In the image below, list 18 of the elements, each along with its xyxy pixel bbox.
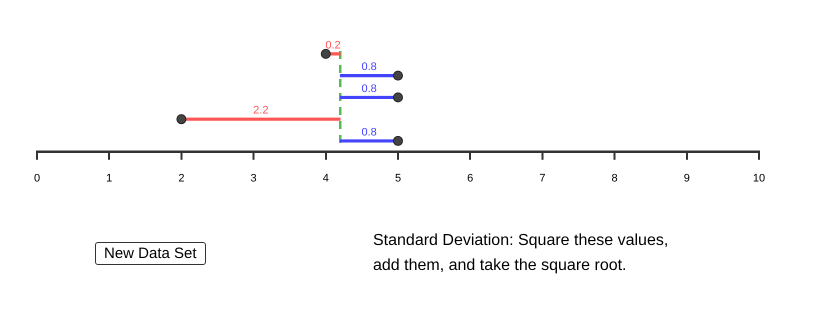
x-tick-label: 6: [467, 172, 474, 184]
data-label: 0.8: [361, 126, 377, 138]
x-tick-label: 0: [34, 172, 40, 184]
x-tick-label: 8: [612, 172, 618, 184]
text: Standard Deviation: Square these values, add them, and take the square root.: [373, 231, 670, 276]
data-label: 0.8: [361, 82, 377, 95]
x-tick-label: 3: [250, 172, 257, 184]
x-tick-label: 1: [106, 172, 112, 184]
x-tick-label: 9: [684, 172, 690, 184]
new-data-set-button: New Data Set: [95, 242, 206, 265]
data-label: 0.2: [325, 39, 341, 52]
x-tick-label: 5: [394, 172, 402, 184]
data-label: 0.8: [361, 61, 377, 74]
data-label: 2.2: [253, 104, 268, 117]
x-tick-label: 2: [178, 172, 184, 184]
x-tick-label: 7: [539, 172, 546, 184]
x-tick-label: 10: [752, 172, 766, 184]
x-tick-label: 4: [322, 172, 329, 184]
